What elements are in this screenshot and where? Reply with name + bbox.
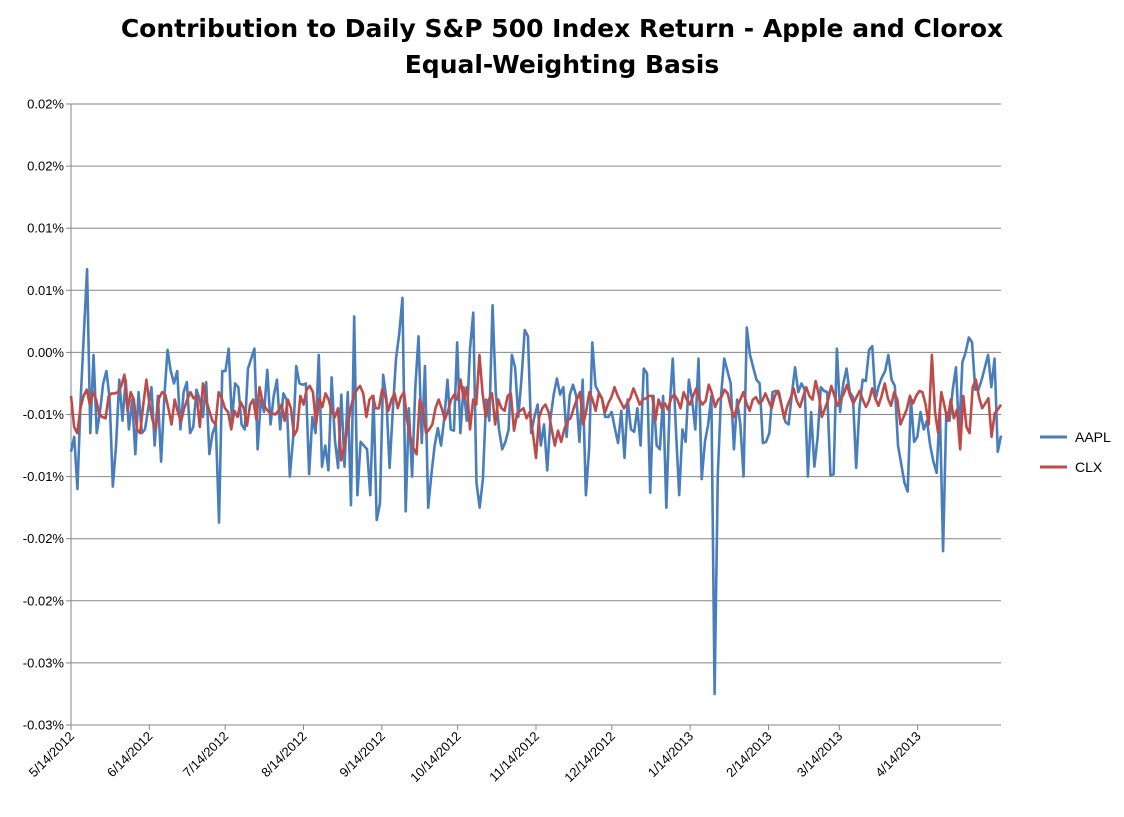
x-tick-label: 2/14/2013 [723,729,775,781]
x-tick-label: 10/14/2012 [407,729,464,786]
series-line-aapl [69,267,1003,696]
y-tick-label: 0.02% [27,159,64,174]
x-tick-label: 6/14/2012 [104,729,156,781]
x-tick-label: 4/14/2013 [872,729,924,781]
y-tick-label: -0.02% [23,593,65,608]
x-tick-label: 5/14/2012 [26,729,78,781]
x-tick-label: 3/14/2013 [794,729,846,781]
series-lines [69,267,1003,696]
chart-title: Contribution to Daily S&P 500 Index Retu… [120,14,1004,43]
legend-label-aapl: AAPL [1075,429,1111,445]
y-tick-label: -0.02% [23,531,65,546]
y-tick-label: -0.03% [23,655,65,670]
gridlines [66,103,1001,726]
series-line-clx [69,353,1003,462]
x-tick-label: 12/14/2012 [561,729,618,786]
y-tick-label: 0.00% [27,345,64,360]
y-tick-label: -0.03% [23,718,65,733]
chart-subtitle: Equal-Weighting Basis [404,50,720,79]
x-axis-tick-labels: 5/14/2012 6/14/2012 7/14/2012 8/14/2012 9/14… [26,725,924,785]
legend-label-clx: CLX [1075,459,1103,475]
x-tick-label: 1/14/2013 [645,729,697,781]
x-tick-label: 11/14/2012 [486,729,542,785]
x-tick-label: 7/14/2012 [180,729,232,781]
y-tick-label: -0.01% [23,469,65,484]
y-tick-label: 0.02% [27,97,64,112]
legend: AAPL CLX [1040,429,1111,475]
y-tick-label: 0.01% [27,221,64,236]
x-tick-label: 9/14/2012 [336,729,388,781]
y-axis-tick-labels: 0.02% 0.02% 0.01% 0.01% 0.00% -0.01% -0.01% -0.… [23,97,65,733]
x-tick-label: 8/14/2012 [258,729,310,781]
y-tick-label: 0.01% [27,283,64,298]
y-tick-label: -0.01% [23,407,65,422]
